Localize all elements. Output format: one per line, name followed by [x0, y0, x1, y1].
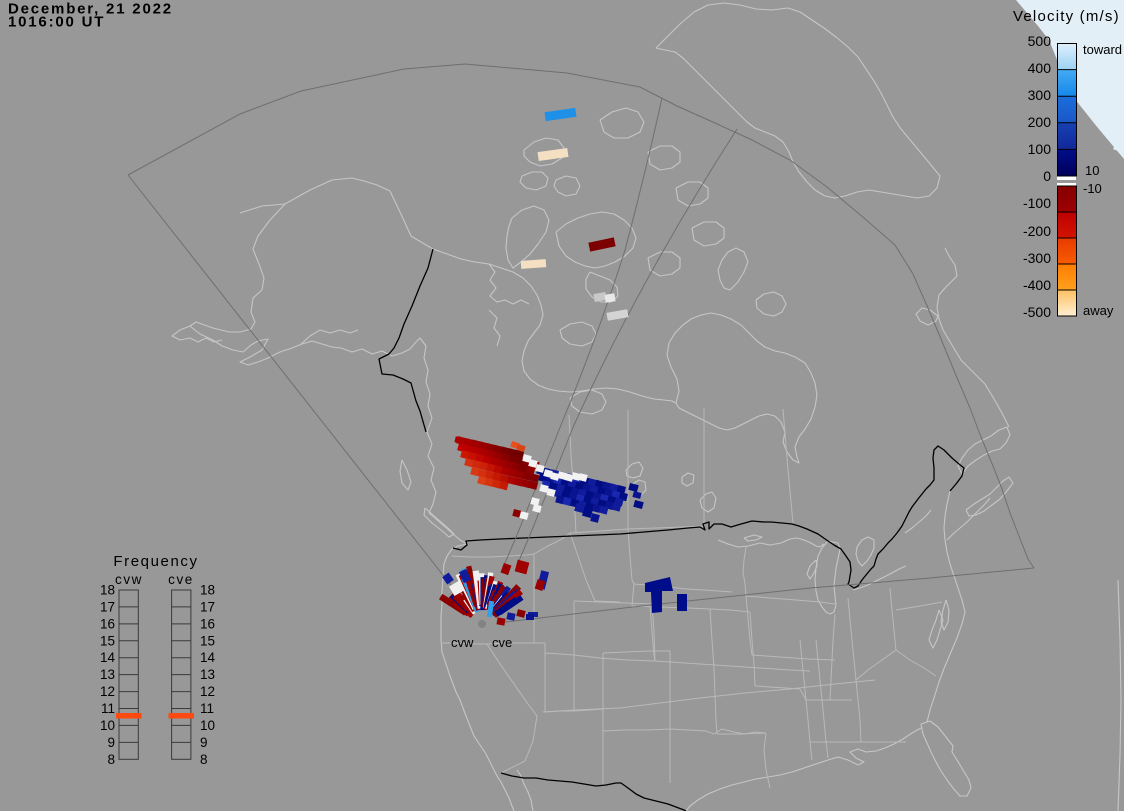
- svg-text:11: 11: [101, 701, 115, 716]
- svg-text:13: 13: [200, 667, 215, 682]
- svg-text:16: 16: [200, 616, 215, 631]
- svg-text:11: 11: [200, 701, 214, 716]
- svg-text:-500: -500: [1023, 304, 1051, 320]
- svg-text:cvw: cvw: [451, 635, 474, 650]
- svg-text:Velocity (m/s): Velocity (m/s): [1013, 8, 1120, 25]
- svg-text:100: 100: [1028, 141, 1052, 157]
- svg-text:cvw: cvw: [115, 572, 143, 587]
- svg-text:10: 10: [100, 718, 115, 733]
- svg-text:200: 200: [1028, 114, 1052, 130]
- svg-text:18: 18: [100, 583, 115, 598]
- svg-text:8: 8: [107, 752, 115, 767]
- svg-text:300: 300: [1028, 87, 1052, 103]
- svg-text:-300: -300: [1023, 250, 1051, 266]
- svg-text:17: 17: [100, 599, 115, 614]
- svg-text:15: 15: [100, 633, 115, 648]
- svg-text:-10: -10: [1083, 181, 1102, 196]
- svg-text:1016:00 UT: 1016:00 UT: [8, 14, 105, 31]
- svg-text:0: 0: [1043, 168, 1051, 184]
- svg-text:10: 10: [1085, 163, 1099, 178]
- svg-text:away: away: [1083, 303, 1114, 318]
- svg-text:16: 16: [100, 616, 115, 631]
- svg-text:8: 8: [200, 752, 208, 767]
- svg-text:17: 17: [200, 599, 215, 614]
- svg-text:-400: -400: [1023, 277, 1051, 293]
- svg-text:cve: cve: [168, 572, 194, 587]
- svg-text:toward: toward: [1083, 42, 1122, 57]
- svg-text:9: 9: [107, 735, 115, 750]
- svg-text:14: 14: [100, 650, 116, 665]
- svg-text:10: 10: [200, 718, 215, 733]
- svg-text:December, 21 2022: December, 21 2022: [8, 1, 173, 18]
- svg-text:9: 9: [200, 735, 208, 750]
- svg-text:13: 13: [100, 667, 115, 682]
- svg-text:Frequency: Frequency: [113, 553, 198, 570]
- svg-text:12: 12: [200, 684, 215, 699]
- svg-text:15: 15: [200, 633, 215, 648]
- svg-text:12: 12: [100, 684, 115, 699]
- svg-text:-100: -100: [1023, 195, 1051, 211]
- svg-text:18: 18: [200, 583, 215, 598]
- svg-text:400: 400: [1028, 60, 1052, 76]
- svg-text:14: 14: [200, 650, 216, 665]
- svg-text:-200: -200: [1023, 223, 1051, 239]
- svg-text:cve: cve: [492, 635, 512, 650]
- svg-text:500: 500: [1028, 33, 1052, 49]
